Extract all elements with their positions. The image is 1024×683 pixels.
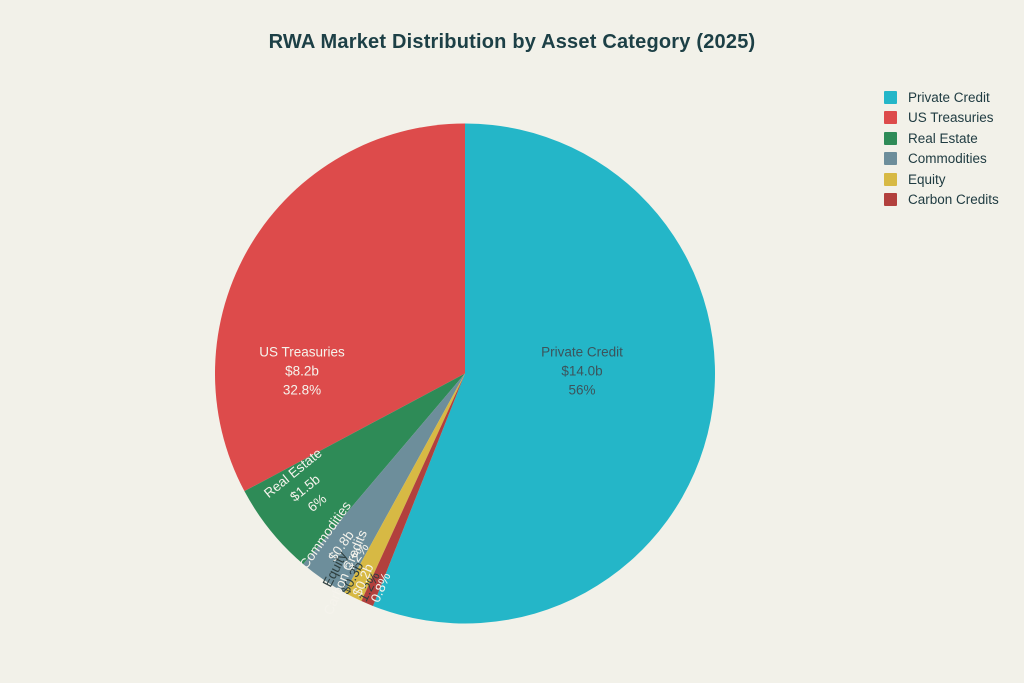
pie-slice-equity[interactable] [344, 373, 465, 602]
legend-swatch-icon [884, 193, 897, 207]
legend-item-equity[interactable]: Equity [884, 169, 999, 190]
pie-label-private-credit: Private Credit $14.0b 56% [541, 344, 623, 397]
legend: Private Credit US Treasuries Real Estate Co… [884, 87, 999, 210]
pie-slice-commodities[interactable] [303, 373, 465, 593]
legend-swatch-icon [884, 111, 897, 125]
legend-item-carbon-credits[interactable]: Carbon Credits [884, 190, 999, 211]
legend-item-private-credit[interactable]: Private Credit [884, 87, 999, 108]
pie-label-line: 32.8% [283, 383, 321, 398]
pie-slice-carbon-credits[interactable] [361, 373, 465, 606]
pie-label-line: 56% [568, 383, 595, 398]
legend-swatch-icon [884, 131, 897, 145]
legend-label: Carbon Credits [908, 192, 999, 208]
legend-swatch-icon [884, 152, 897, 166]
pie-slice-private-credit[interactable] [372, 123, 716, 624]
chart-title: RWA Market Distribution by Asset Categor… [268, 31, 756, 53]
legend-item-us-treasuries[interactable]: US Treasuries [884, 108, 999, 129]
pie-label-line: US Treasuries [259, 344, 345, 359]
legend-item-real-estate[interactable]: Real Estate [884, 128, 999, 149]
legend-label: Real Estate [908, 130, 978, 146]
pie-slice-us-treasuries[interactable] [214, 123, 465, 492]
pie-label-line: Private Credit [541, 344, 623, 359]
legend-swatch-icon [884, 172, 897, 186]
legend-label: Equity [908, 171, 946, 187]
pie-label-us-treasuries: US Treasuries $8.2b 32.8% [259, 344, 345, 397]
legend-label: US Treasuries [908, 110, 994, 126]
legend-label: Commodities [908, 151, 987, 167]
legend-item-commodities[interactable]: Commodities [884, 149, 999, 170]
pie-label-line: $8.2b [285, 364, 319, 379]
legend-label: Private Credit [908, 89, 990, 105]
legend-swatch-icon [884, 90, 897, 104]
pie-slice-real-estate[interactable] [244, 373, 465, 565]
pie-label-line: $14.0b [561, 364, 602, 379]
